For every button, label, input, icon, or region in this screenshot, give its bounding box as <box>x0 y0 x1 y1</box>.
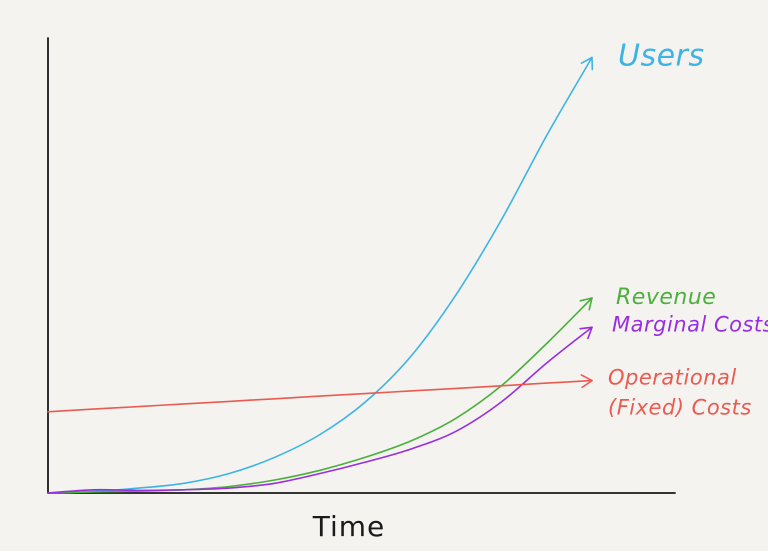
label-operational-fixed-costs-line-2: (Fixed) Costs <box>608 396 752 420</box>
x-axis-label: Time <box>312 510 386 543</box>
arrowhead-users <box>580 56 594 71</box>
label-users: Users <box>618 39 705 74</box>
arrowhead-operational-fixed-costs <box>580 374 593 389</box>
label-marginal-costs: Marginal Costs <box>612 312 768 336</box>
series-line-marginal-costs <box>47 326 593 494</box>
series-group <box>47 56 594 494</box>
series-line-users <box>47 56 593 494</box>
label-operational-fixed-costs-line-1: Operational <box>608 366 737 390</box>
arrowhead-marginal-costs <box>579 326 593 340</box>
chart-axes <box>47 37 676 494</box>
series-marginal-costs <box>47 326 593 494</box>
series-users <box>47 56 594 494</box>
arrowhead-revenue <box>579 297 593 311</box>
label-revenue: Revenue <box>616 285 716 310</box>
series-line-operational-fixed-costs <box>47 379 593 413</box>
series-operational-fixed-costs <box>47 374 593 413</box>
